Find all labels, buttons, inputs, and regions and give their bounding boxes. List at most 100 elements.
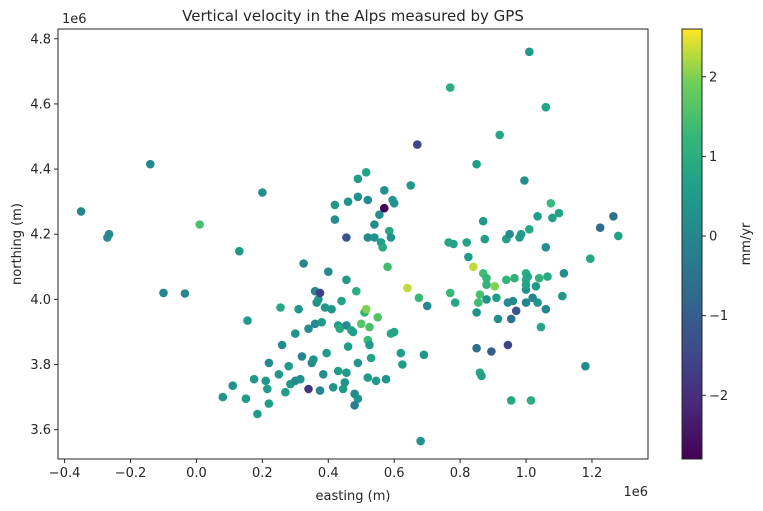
data-point-110 xyxy=(445,83,455,92)
data-point-22 xyxy=(281,387,290,397)
data-point-165 xyxy=(543,272,552,281)
y-tick-label: 4.8 xyxy=(30,32,51,47)
data-point-116 xyxy=(472,308,481,317)
data-point-79 xyxy=(365,322,374,332)
data-point-77 xyxy=(363,195,373,205)
data-point-152 xyxy=(523,272,532,281)
data-point-52 xyxy=(335,324,345,334)
data-point-59 xyxy=(342,233,351,242)
data-point-23 xyxy=(284,361,294,371)
data-point-154 xyxy=(525,225,534,234)
data-point-68 xyxy=(353,192,363,202)
data-point-75 xyxy=(363,233,373,242)
chart-title: Vertical velocity in the Alps measured b… xyxy=(182,7,524,25)
data-point-61 xyxy=(343,342,353,351)
data-point-18 xyxy=(264,358,274,368)
x-tick-label: −0.4 xyxy=(49,466,81,481)
x-tick-label: 1.0 xyxy=(516,466,537,481)
data-point-128 xyxy=(482,295,491,304)
colorbar-tick-label: −1 xyxy=(709,309,728,324)
data-point-88 xyxy=(378,243,388,252)
colorbar xyxy=(681,28,703,460)
data-point-69 xyxy=(353,174,363,184)
data-point-49 xyxy=(330,215,340,224)
data-point-15 xyxy=(261,376,271,386)
data-point-43 xyxy=(320,303,330,312)
data-point-166 xyxy=(546,199,556,208)
data-point-10 xyxy=(218,392,228,402)
data-point-92 xyxy=(383,262,392,272)
data-point-139 xyxy=(506,314,516,324)
data-point-161 xyxy=(536,322,546,332)
data-point-172 xyxy=(586,254,595,263)
data-point-162 xyxy=(541,304,551,314)
data-point-164 xyxy=(541,102,551,112)
data-point-118 xyxy=(472,343,481,353)
data-point-9 xyxy=(243,316,252,325)
data-point-0 xyxy=(76,207,86,216)
x-tick-label: 1.2 xyxy=(582,466,603,481)
data-point-54 xyxy=(338,384,348,394)
data-point-8 xyxy=(258,188,267,197)
x-tick-label: −0.2 xyxy=(115,466,147,481)
data-point-27 xyxy=(294,304,303,314)
data-point-159 xyxy=(533,212,542,221)
data-point-74 xyxy=(361,168,371,177)
data-point-102 xyxy=(406,181,416,190)
data-point-65 xyxy=(350,401,359,410)
data-point-97 xyxy=(389,199,399,208)
data-point-14 xyxy=(253,409,262,419)
data-point-44 xyxy=(322,348,331,358)
data-point-71 xyxy=(356,319,366,329)
colorbar-label: mm/yr xyxy=(739,222,754,265)
data-point-7 xyxy=(235,246,244,256)
x-axis: −0.4 −0.2 0.0 0.2 0.4 0.6 0.8 1.0 1.2 xyxy=(49,459,603,481)
data-point-127 xyxy=(482,280,491,290)
data-point-47 xyxy=(328,383,338,392)
data-point-145 xyxy=(516,229,526,239)
data-point-167 xyxy=(548,213,557,223)
data-point-151 xyxy=(521,280,531,290)
y-axis: 3.6 3.8 4.0 4.2 4.4 4.6 4.8 xyxy=(30,32,58,438)
data-point-111 xyxy=(449,239,458,249)
data-point-101 xyxy=(403,283,412,293)
data-point-32 xyxy=(304,324,313,334)
data-point-168 xyxy=(554,208,564,218)
y-tick-label: 4.4 xyxy=(30,163,51,178)
data-point-53 xyxy=(337,296,346,306)
data-point-132 xyxy=(493,314,503,324)
plot-frame xyxy=(57,28,649,460)
data-point-16 xyxy=(263,384,272,394)
data-point-29 xyxy=(297,352,307,361)
data-point-38 xyxy=(314,295,323,304)
data-point-66 xyxy=(352,286,361,296)
data-point-34 xyxy=(309,355,318,364)
data-point-123 xyxy=(478,216,488,226)
data-point-138 xyxy=(505,229,514,239)
data-point-39 xyxy=(315,288,325,298)
data-point-115 xyxy=(469,262,478,272)
data-point-157 xyxy=(531,282,541,291)
data-point-126 xyxy=(482,273,491,283)
data-point-84 xyxy=(371,376,381,386)
data-point-63 xyxy=(348,327,358,337)
data-point-30 xyxy=(299,259,308,268)
data-point-40 xyxy=(315,386,325,395)
x-tick-label: 0.0 xyxy=(186,466,207,481)
colorbar-tick-label: 1 xyxy=(709,150,717,165)
data-point-150 xyxy=(521,298,531,307)
data-point-46 xyxy=(327,304,336,314)
data-point-3 xyxy=(146,159,155,169)
data-point-133 xyxy=(495,130,505,140)
data-point-55 xyxy=(340,378,350,387)
data-point-6 xyxy=(195,220,204,229)
data-point-105 xyxy=(416,436,425,446)
data-point-89 xyxy=(380,203,389,213)
data-point-113 xyxy=(462,238,472,247)
data-point-21 xyxy=(277,340,287,350)
data-point-13 xyxy=(249,374,259,384)
y-tick-label: 4.2 xyxy=(30,228,51,243)
data-point-28 xyxy=(296,374,305,384)
x-axis-label: easting (m) xyxy=(316,489,391,504)
